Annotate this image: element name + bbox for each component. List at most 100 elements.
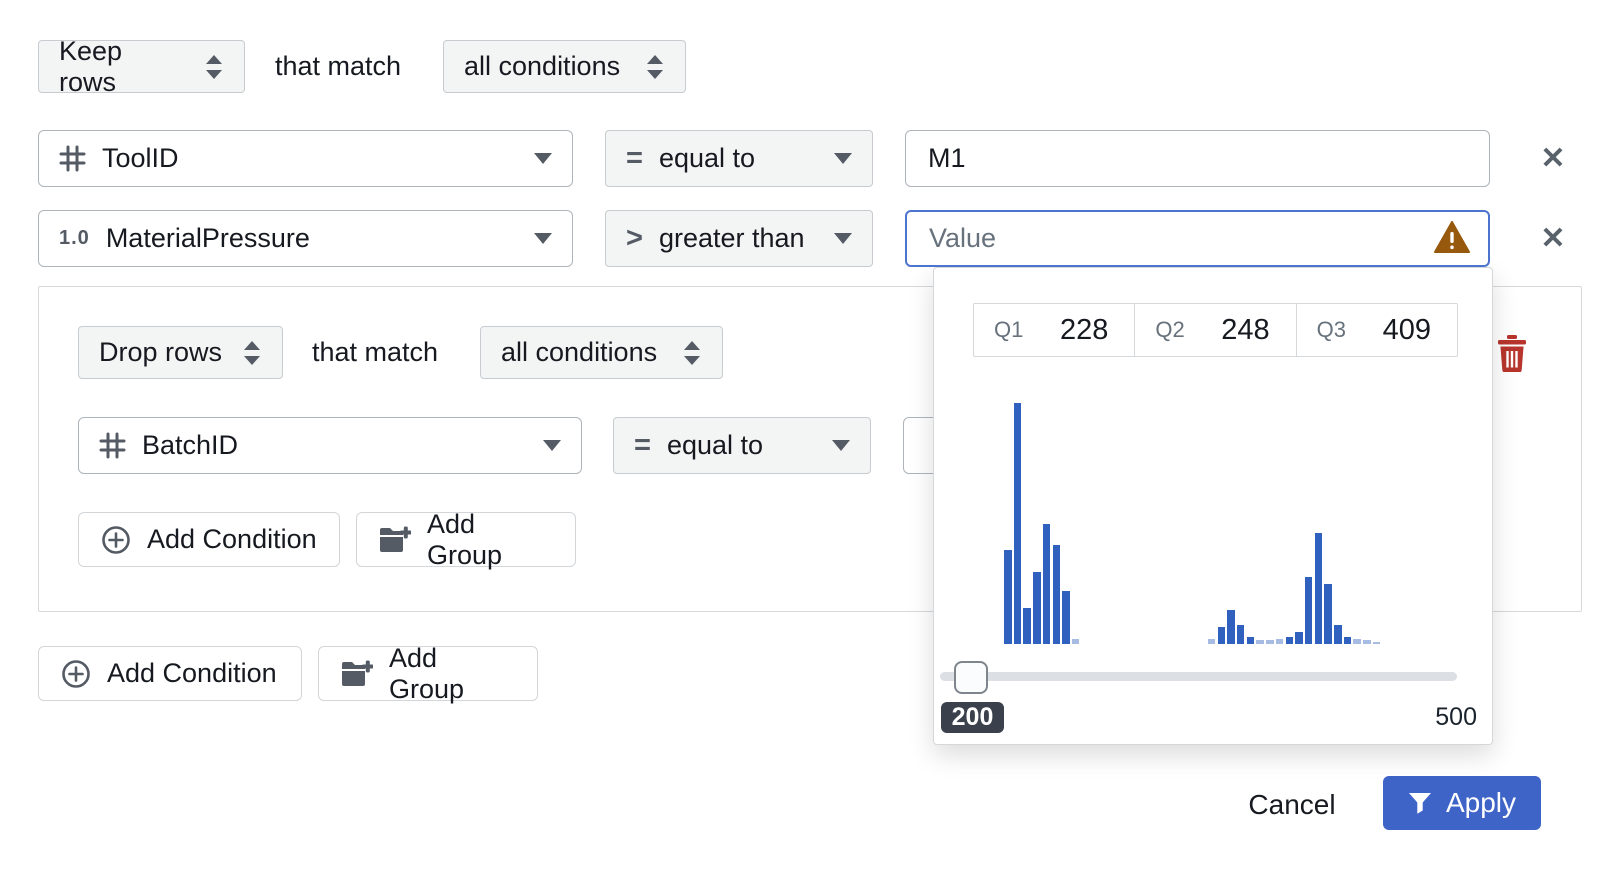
swap-arrows-icon <box>204 54 224 80</box>
operator-label: equal to <box>666 430 764 460</box>
drop-rows-select[interactable]: Drop rows <box>78 326 283 379</box>
conditions-mode-select[interactable]: all conditions <box>480 326 723 379</box>
slider-value-badge: 200 <box>941 702 1004 733</box>
conditions-mode-label: all conditions <box>501 337 658 367</box>
value-input-row1[interactable] <box>905 130 1490 187</box>
quartile-stat: Q3 409 <box>1295 304 1457 356</box>
histogram-bar <box>1042 523 1051 644</box>
add-condition-label: Add Condition <box>147 524 317 554</box>
histogram-bar <box>1304 576 1313 644</box>
histogram-bar <box>1266 640 1274 644</box>
histogram-bar <box>1363 640 1371 644</box>
grid-type-icon <box>99 432 126 459</box>
filter-icon <box>1408 791 1432 815</box>
quartile-stats: Q1 228 Q2 248 Q3 409 <box>973 303 1458 357</box>
swap-arrows-icon <box>242 340 262 366</box>
chevron-down-icon <box>834 233 852 244</box>
quartile-stat: Q1 228 <box>974 304 1134 356</box>
histogram-bar <box>1207 639 1216 644</box>
apply-label: Apply <box>1445 787 1517 818</box>
folder-plus-icon <box>341 660 373 688</box>
conditions-mode-label: all conditions <box>464 51 621 81</box>
histogram-bar <box>1285 636 1293 644</box>
histogram-bar <box>1372 641 1381 644</box>
add-group-button[interactable]: Add Group <box>318 643 538 704</box>
operator-select-batchid[interactable]: = equal to <box>613 417 871 474</box>
value-histogram <box>1004 403 1402 644</box>
plus-circle-icon <box>61 659 91 689</box>
quartile-label: Q3 <box>1316 317 1347 342</box>
histogram-bar <box>1343 636 1352 644</box>
equals-icon: = <box>626 142 643 174</box>
quartile-value: 248 <box>1221 313 1270 346</box>
remove-condition-button[interactable]: ✕ <box>1540 221 1566 255</box>
column-select-label: BatchID <box>142 430 239 460</box>
chevron-down-icon <box>534 233 552 244</box>
quartile-value: 228 <box>1059 313 1109 346</box>
add-group-button[interactable]: Add Group <box>356 509 576 570</box>
column-select-toolid[interactable]: ToolID <box>38 130 573 187</box>
histogram-bar <box>1071 639 1080 644</box>
swap-arrows-icon <box>645 54 665 80</box>
drop-rows-label: Drop rows <box>99 337 223 367</box>
operator-select-row1[interactable]: = equal to <box>605 130 873 187</box>
histogram-bar <box>1004 550 1012 644</box>
value-input-row2[interactable] <box>905 210 1490 267</box>
conditions-mode-select[interactable]: all conditions <box>443 40 686 93</box>
swap-arrows-icon <box>682 340 702 366</box>
column-select-materialpressure[interactable]: 1.0 MaterialPressure <box>38 210 573 267</box>
operator-select-row2[interactable]: > greater than <box>605 210 873 267</box>
quartile-value: 409 <box>1382 313 1431 346</box>
equals-icon: = <box>634 429 651 461</box>
folder-plus-icon <box>379 526 411 554</box>
chevron-down-icon <box>832 440 850 451</box>
histogram-bar <box>1217 627 1226 644</box>
histogram-bar <box>1227 610 1235 644</box>
column-select-label: MaterialPressure <box>105 223 310 253</box>
column-select-batchid[interactable]: BatchID <box>78 417 582 474</box>
histogram-bar <box>1275 639 1284 644</box>
add-condition-button[interactable]: Add Condition <box>38 646 302 701</box>
numeric-type-icon: 1.0 <box>59 227 90 249</box>
chevron-down-icon <box>534 153 552 164</box>
plus-circle-icon <box>101 525 131 555</box>
histogram-bar <box>1023 607 1031 644</box>
chevron-down-icon <box>543 440 561 451</box>
histogram-bar <box>1246 636 1255 644</box>
histogram-bar <box>1256 640 1264 644</box>
range-slider-handle[interactable] <box>954 661 988 694</box>
histogram-bar <box>1295 631 1303 644</box>
grid-type-icon <box>59 145 86 172</box>
histogram-bar <box>1353 639 1361 644</box>
add-condition-label: Add Condition <box>107 658 277 688</box>
histogram-bar <box>1314 533 1323 644</box>
add-condition-button[interactable]: Add Condition <box>78 512 340 567</box>
warning-icon <box>1434 221 1470 254</box>
trash-icon <box>1496 334 1528 372</box>
quartile-label: Q2 <box>1155 317 1185 342</box>
keep-rows-select[interactable]: Keep rows <box>38 36 245 97</box>
apply-button[interactable]: Apply <box>1383 776 1541 830</box>
that-match-text: that match <box>275 51 402 81</box>
chevron-down-icon <box>834 153 852 164</box>
add-group-label: Add Group <box>389 642 465 704</box>
histogram-bar <box>1334 624 1342 644</box>
that-match-text: that match <box>312 337 439 367</box>
histogram-bar <box>1052 545 1061 644</box>
operator-label: greater than <box>658 223 805 253</box>
quartile-label: Q1 <box>994 317 1024 342</box>
histogram-bar <box>1324 583 1332 644</box>
delete-group-button[interactable] <box>1496 334 1528 372</box>
slider-max-label: 500 <box>1435 703 1477 731</box>
range-slider-track[interactable] <box>940 672 1457 681</box>
histogram-bar <box>1013 403 1022 644</box>
add-group-label: Add Group <box>427 508 503 570</box>
column-select-label: ToolID <box>102 143 179 173</box>
cancel-button[interactable]: Cancel <box>1232 778 1352 832</box>
quartile-stat: Q2 248 <box>1134 304 1295 356</box>
histogram-bar <box>1062 591 1070 644</box>
remove-condition-button[interactable]: ✕ <box>1540 141 1566 175</box>
operator-label: equal to <box>658 143 756 173</box>
greater-than-icon: > <box>626 222 643 254</box>
